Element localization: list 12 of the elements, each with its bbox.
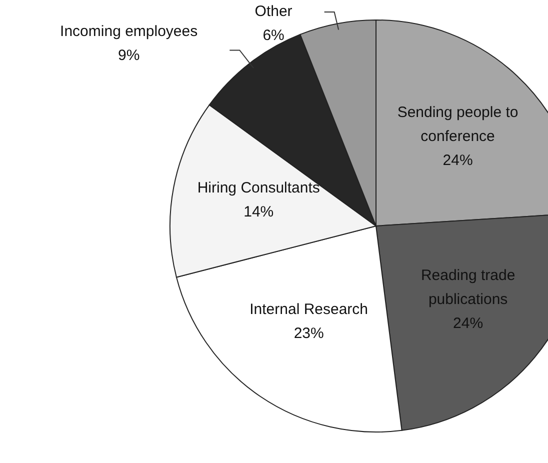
data-label: 14%: [244, 204, 274, 221]
data-label: 24%: [442, 152, 473, 169]
slice-label: Incoming employees: [60, 23, 198, 40]
slice-label: Internal Research: [250, 300, 368, 318]
data-label: 23%: [294, 324, 324, 342]
slice-label: Hiring Consultants: [197, 180, 320, 197]
slice-label: Other: [254, 3, 292, 20]
data-label: 6%: [262, 27, 284, 44]
data-label: 24%: [453, 315, 484, 332]
slice-label: Sending people to conference: [397, 104, 518, 145]
slice-label: Reading trade publications: [420, 267, 516, 308]
data-label: 9%: [118, 47, 140, 64]
